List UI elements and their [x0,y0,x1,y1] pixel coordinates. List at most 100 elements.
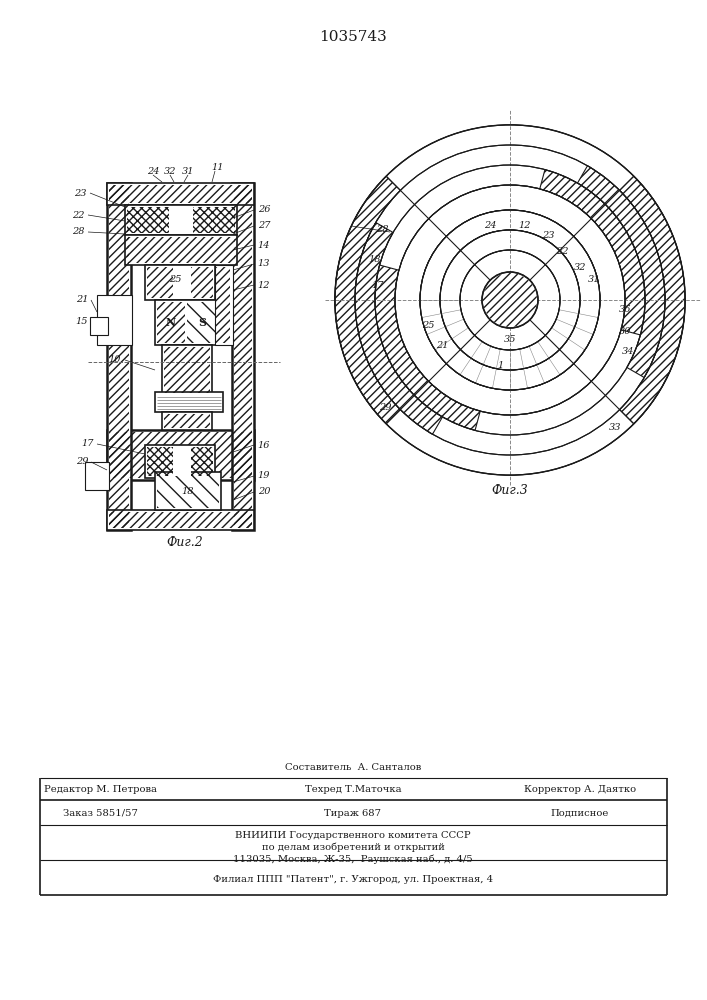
Bar [173,447,191,476]
Wedge shape [395,185,625,415]
Bar [216,267,230,343]
Bar [157,474,219,508]
Text: 31: 31 [588,275,600,284]
Text: 14: 14 [258,240,270,249]
Wedge shape [420,210,600,390]
Bar [169,207,193,233]
Text: 13: 13 [258,259,270,268]
Bar [107,183,254,205]
Bar [162,345,212,395]
Bar [125,205,237,235]
Bar [107,510,254,530]
Wedge shape [355,223,443,434]
Bar [97,295,132,345]
Wedge shape [619,176,685,424]
Bar [145,265,215,300]
Text: 29: 29 [76,458,88,466]
Wedge shape [375,265,480,430]
Wedge shape [335,125,685,475]
Text: 12: 12 [519,221,531,230]
Bar [107,183,131,530]
Bar [155,472,221,510]
Text: 30: 30 [619,328,631,336]
Bar [109,185,252,203]
Bar [155,392,223,412]
Text: N: N [166,318,176,328]
Bar [162,412,212,430]
Text: по делам изобретений и открытий: по делам изобретений и открытий [262,842,445,852]
Text: 28: 28 [375,226,388,234]
Text: 24: 24 [147,167,159,176]
Text: Корректор А. Даятко: Корректор А. Даятко [524,784,636,794]
Text: Заказ 5851/57: Заказ 5851/57 [62,808,137,818]
Bar [127,237,235,263]
Bar [191,447,213,476]
Text: 22: 22 [71,211,84,220]
Text: 29: 29 [379,403,391,412]
Wedge shape [440,230,580,370]
Bar [173,267,191,298]
Wedge shape [335,176,400,424]
Text: Фиг.3: Фиг.3 [491,484,528,496]
Text: Составитель  А. Санталов: Составитель А. Санталов [285,762,421,772]
Text: 17: 17 [372,282,384,290]
Text: 35: 35 [504,336,516,344]
Text: 18: 18 [369,255,381,264]
Text: 31: 31 [182,167,194,176]
Text: 10: 10 [109,356,121,364]
Text: Филиал ППП "Патент", г. Ужгород, ул. Проектная, 4: Филиал ППП "Патент", г. Ужгород, ул. Про… [213,876,493,884]
Circle shape [482,272,538,328]
Text: 33: 33 [609,422,621,432]
Text: 15: 15 [76,318,88,326]
Text: 23: 23 [542,231,554,239]
Text: 32: 32 [574,262,586,271]
Bar [109,512,252,528]
Text: 32: 32 [164,167,176,176]
Text: 113035, Москва, Ж-35,  Раушская наб., д. 4/5: 113035, Москва, Ж-35, Раушская наб., д. … [233,854,473,864]
Text: 26: 26 [258,206,270,215]
Text: 16: 16 [258,440,270,450]
Text: 21: 21 [436,340,448,350]
Wedge shape [539,170,645,335]
Bar [215,265,233,345]
Text: 27: 27 [258,222,270,231]
Text: 20: 20 [258,488,270,496]
Bar [85,462,109,490]
Bar [107,430,254,480]
Bar [125,235,237,265]
Text: 17: 17 [82,440,94,448]
Bar [191,267,213,298]
Bar [90,317,108,335]
Text: 23: 23 [74,188,86,198]
Bar [145,445,215,478]
Text: 36: 36 [619,306,631,314]
Bar [157,302,185,343]
Text: 34: 34 [621,348,634,357]
Bar [109,185,129,528]
Bar [232,183,254,530]
Bar [234,185,252,528]
Text: 1: 1 [497,360,503,369]
Text: 18: 18 [182,487,194,495]
Text: 28: 28 [71,228,84,236]
Bar [147,447,173,476]
Bar [164,414,210,428]
Text: ВНИИПИ Государственного комитета СССР: ВНИИПИ Государственного комитета СССР [235,830,471,840]
Text: Редактор М. Петрова: Редактор М. Петрова [44,784,156,794]
Text: 12: 12 [258,280,270,290]
Bar [155,300,221,345]
Wedge shape [578,166,665,378]
Bar [147,267,173,298]
Bar [164,347,210,393]
Text: 25: 25 [422,320,434,330]
Text: 21: 21 [76,296,88,304]
Text: 11: 11 [212,163,224,172]
Bar [109,432,252,478]
Text: 1035743: 1035743 [319,30,387,44]
Circle shape [335,125,685,475]
Bar [193,207,235,233]
Text: 25: 25 [169,275,181,284]
Text: 24: 24 [484,221,496,230]
Text: Подписное: Подписное [551,808,609,818]
Text: Техред Т.Маточка: Техред Т.Маточка [305,784,402,794]
